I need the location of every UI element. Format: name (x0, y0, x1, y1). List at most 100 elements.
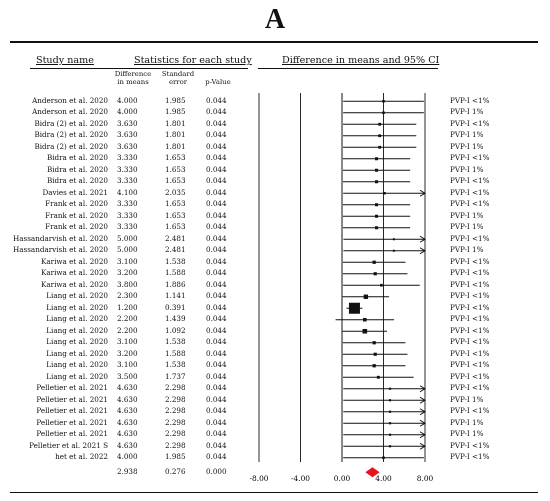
se-cell: 2.481 (165, 233, 186, 243)
study-name-header: Study name (36, 55, 94, 66)
p-value-cell: 0.044 (206, 268, 227, 277)
p-value-cell: 0.044 (206, 130, 227, 139)
diff-cell: 4.100 (117, 187, 138, 197)
point-estimate (363, 294, 369, 299)
study-name-cell: Bidra (2) et al. 2020 (34, 130, 108, 139)
x-tick-label: 4.00 (375, 474, 392, 483)
se-header-line-1: Standard (161, 70, 195, 78)
group-label: PVP-I <1% (450, 406, 490, 415)
se-cell: 1.653 (165, 222, 186, 231)
diff-cell: 3.100 (117, 256, 138, 266)
study-name-cell: Pelletier et al. 2021 (36, 394, 108, 404)
se-cell: 1.588 (165, 348, 186, 358)
point-estimate (373, 352, 377, 356)
study-name-rule (30, 68, 118, 69)
study-name-cell: Liang et al. 2020 (46, 360, 108, 369)
statistics-header: Statistics for each study (134, 55, 252, 66)
point-estimate (375, 214, 379, 218)
diff-cell: 5.000 (117, 233, 138, 243)
p-value-cell: 0.044 (206, 394, 227, 404)
study-name-cell: Kariwa et al. 2020 (41, 279, 108, 289)
top-rule (10, 41, 538, 43)
panel-label: A (264, 4, 286, 35)
se-cell: 1.801 (165, 141, 186, 151)
group-label: PVP-I 1% (450, 417, 484, 427)
group-label: PVP-I <1% (450, 176, 490, 185)
se-cell: 1.141 (165, 291, 186, 300)
se-cell: 1.653 (165, 153, 186, 162)
study-name-cell: Frank et al. 2020 (45, 222, 108, 231)
se-cell: 1.985 (165, 452, 186, 461)
se-cell: 1.801 (165, 130, 186, 139)
study-name-cell: Davies et al. 2021 (42, 187, 108, 197)
p-value-cell: 0.044 (206, 429, 227, 438)
diff-column-header: Difference in means (112, 70, 154, 86)
statistics-rule (112, 68, 248, 69)
point-estimate (363, 318, 367, 322)
point-estimate (388, 410, 392, 413)
diff-cell: 3.100 (117, 360, 138, 369)
p-value-cell: 0.044 (206, 371, 227, 381)
se-cell: 2.298 (165, 429, 186, 438)
study-name-cell: het et al. 2022 (55, 452, 108, 461)
point-estimate (375, 157, 379, 161)
p-value-cell: 0.044 (206, 107, 227, 116)
p-value-cell: 0.044 (206, 141, 227, 151)
diff-cell: 3.330 (117, 153, 138, 162)
ci-arrow (419, 235, 426, 243)
se-cell: 1.538 (165, 256, 186, 266)
study-name-cell: Pelletier et al. 2021 (36, 383, 108, 392)
summary-p-value-cell: 0.000 (206, 466, 227, 476)
point-estimate (382, 99, 385, 103)
point-estimate (388, 433, 392, 436)
point-estimate (388, 445, 392, 448)
group-label: PVP-I 1% (450, 245, 484, 254)
point-estimate (362, 328, 368, 334)
group-label: PVP-I <1% (450, 337, 490, 346)
study-name-cell: Frank et al. 2020 (45, 199, 108, 208)
ci-arrow (419, 385, 426, 393)
p-value-cell: 0.044 (206, 164, 227, 174)
diff-cell: 3.630 (117, 118, 138, 128)
p-column-header: p-Value (205, 78, 231, 86)
study-name-cell: Pelletier et al. 2021 (36, 417, 108, 427)
p-value-cell: 0.044 (206, 233, 227, 243)
diff-cell: 4.630 (117, 394, 138, 404)
p-value-cell: 0.044 (206, 210, 227, 220)
p-value-cell: 0.044 (206, 440, 227, 450)
study-name-cell: Frank et al. 2020 (45, 210, 108, 220)
group-label: PVP-I <1% (450, 325, 490, 335)
diff-cell: 5.000 (117, 245, 138, 254)
ci-arrow (419, 189, 426, 197)
group-label: PVP-I 1% (450, 210, 484, 220)
group-label: PVP-I <1% (450, 371, 490, 381)
p-value-cell: 0.044 (206, 417, 227, 427)
summary-se-cell: 0.276 (165, 466, 186, 476)
study-name-cell: Liang et al. 2020 (46, 302, 108, 312)
p-value-cell: 0.044 (206, 95, 227, 105)
point-estimate (375, 168, 379, 172)
p-value-cell: 0.044 (206, 383, 227, 392)
point-estimate (382, 456, 385, 460)
study-name-cell: Liang et al. 2020 (46, 371, 108, 381)
group-label: PVP-I <1% (450, 256, 490, 266)
study-name-cell: Hassandarvish et al. 2020 (13, 245, 108, 254)
p-value-cell: 0.044 (206, 302, 227, 312)
se-header-line-2: error (168, 78, 188, 86)
diff-cell: 3.200 (117, 348, 138, 358)
group-label: PVP-I 1% (450, 394, 484, 404)
diff-cell: 3.330 (117, 222, 138, 231)
diff-cell: 1.200 (117, 302, 138, 312)
se-cell: 2.298 (165, 394, 186, 404)
point-estimate (383, 192, 386, 195)
p-value-cell: 0.044 (206, 325, 227, 335)
p-value-cell: 0.044 (206, 187, 227, 197)
se-cell: 1.737 (165, 371, 186, 381)
se-cell: 1.538 (165, 360, 186, 369)
group-label: PVP-I <1% (450, 199, 490, 208)
se-cell: 1.439 (165, 314, 186, 323)
group-label: PVP-I <1% (450, 187, 490, 197)
group-label: PVP-I <1% (450, 153, 490, 162)
bottom-rule (10, 492, 538, 493)
group-label: PVP-I 1% (450, 164, 484, 174)
